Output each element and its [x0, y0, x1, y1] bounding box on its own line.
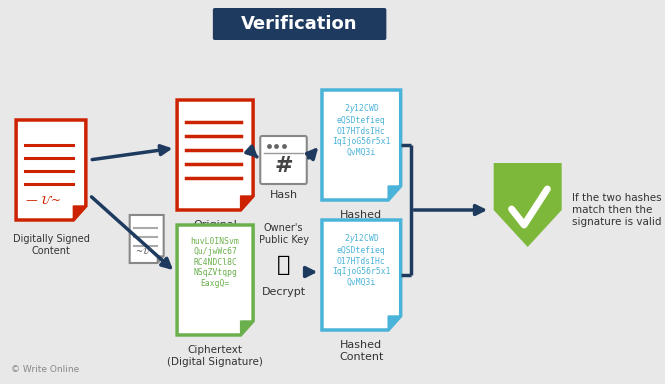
Text: Digitally Signed
Content: Digitally Signed Content: [13, 234, 89, 256]
Polygon shape: [322, 90, 401, 200]
Text: Owner's
Public Key: Owner's Public Key: [259, 223, 309, 245]
Polygon shape: [73, 206, 86, 220]
Polygon shape: [158, 256, 164, 263]
Text: Ciphertext
(Digital Signature): Ciphertext (Digital Signature): [167, 345, 263, 367]
Text: Hashed
Content: Hashed Content: [339, 210, 384, 232]
Text: #: #: [274, 156, 293, 176]
Polygon shape: [241, 196, 253, 210]
Text: Hash: Hash: [269, 190, 297, 200]
Polygon shape: [177, 225, 253, 335]
FancyBboxPatch shape: [213, 8, 386, 40]
Text: — $\mathcal{U}$~: — $\mathcal{U}$~: [25, 194, 61, 207]
Polygon shape: [177, 100, 253, 210]
Text: Original
Content: Original Content: [193, 220, 237, 242]
Polygon shape: [241, 321, 253, 335]
FancyBboxPatch shape: [260, 136, 307, 184]
Text: If the two hashes
match then the
signature is valid: If the two hashes match then the signatu…: [573, 194, 662, 227]
Text: $2y$12CWD
eQSDtefieq
O17HTdsIHc
IqIjoG56r5x1
QvMQ3i: $2y$12CWD eQSDtefieq O17HTdsIHc IqIjoG56…: [332, 232, 390, 286]
Text: Decrypt: Decrypt: [261, 287, 306, 297]
Text: Verification: Verification: [241, 15, 358, 33]
Text: huvL0INSvm
Qu/jwWc67
RC4NDCl8C
NSqZVtqpg
EaxgQ=: huvL0INSvm Qu/jwWc67 RC4NDCl8C NSqZVtqpg…: [191, 237, 239, 288]
Text: 🔑: 🔑: [277, 255, 290, 275]
Polygon shape: [388, 186, 401, 200]
Text: $2y$12CWD
eQSDtefieq
O17HTdsIHc
IqIjoG56r5x1
QvMQ3i: $2y$12CWD eQSDtefieq O17HTdsIHc IqIjoG56…: [332, 102, 390, 157]
Polygon shape: [493, 163, 562, 247]
Polygon shape: [16, 120, 86, 220]
Text: Hashed
Content: Hashed Content: [339, 340, 384, 362]
Polygon shape: [388, 316, 401, 330]
Polygon shape: [322, 220, 401, 330]
Text: ~$\mathcal{U}$: ~$\mathcal{U}$: [135, 246, 152, 256]
Text: © Write Online: © Write Online: [11, 365, 79, 374]
Polygon shape: [130, 215, 164, 263]
